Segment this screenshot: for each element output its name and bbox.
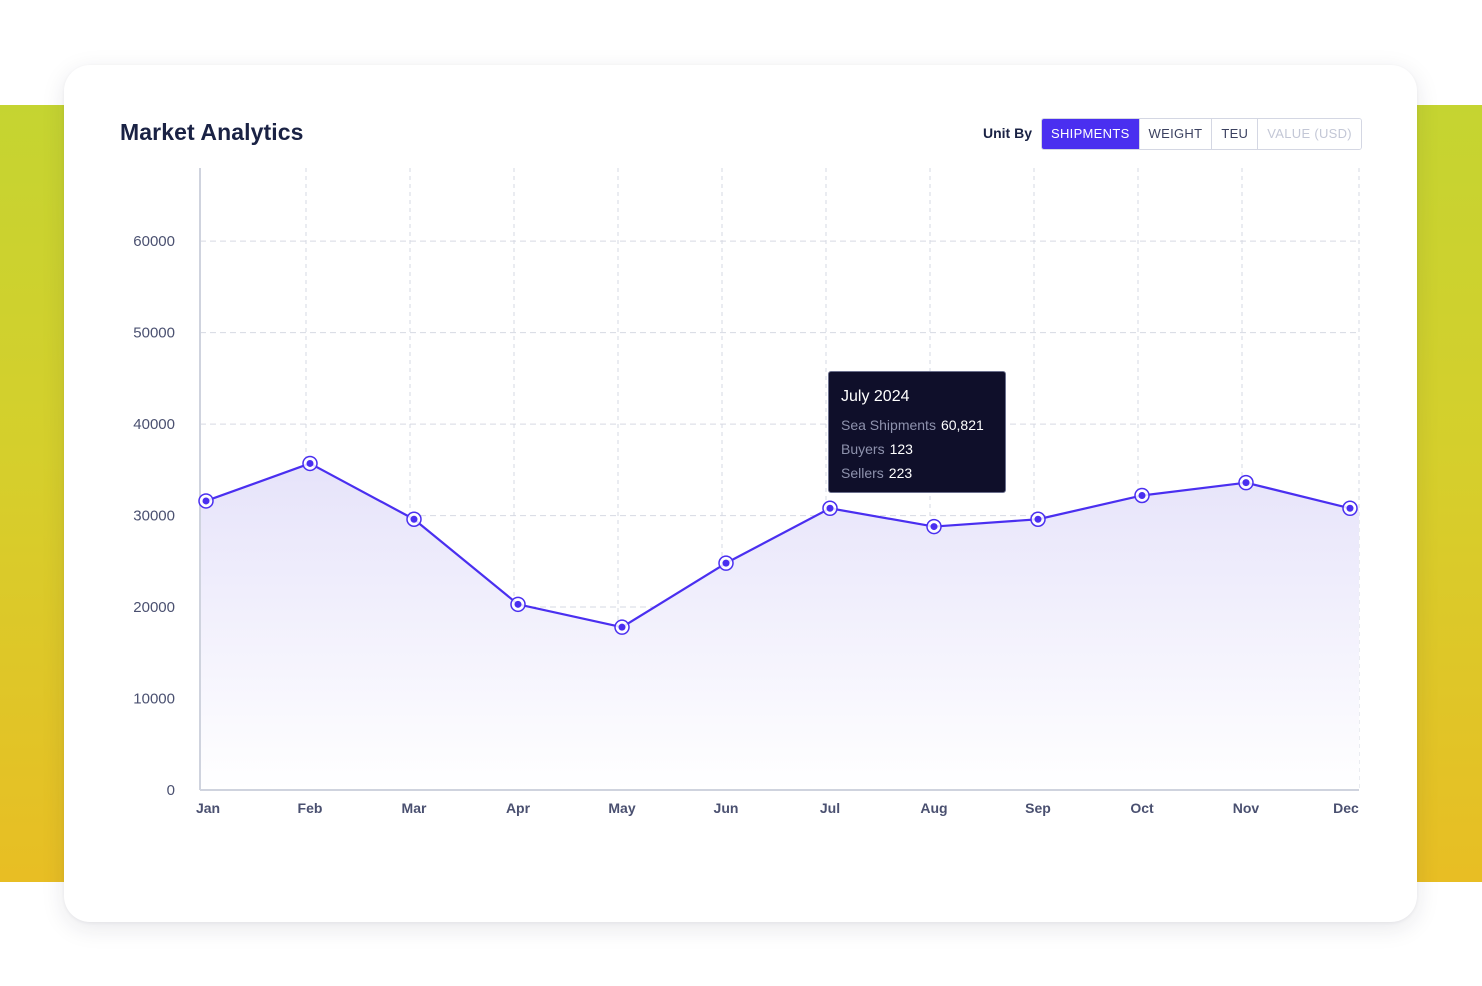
data-point <box>930 523 938 531</box>
y-tick-label: 40000 <box>133 416 175 433</box>
unit-toggle-group: SHIPMENTS WEIGHT TEU VALUE (USD) <box>1041 118 1362 150</box>
y-tick-label: 0 <box>167 782 175 799</box>
x-tick-label: Aug <box>920 800 947 816</box>
x-tick-label: May <box>608 800 635 816</box>
tooltip-label: Sellers <box>841 465 884 481</box>
x-tick-label: Nov <box>1233 800 1260 816</box>
y-tick-label: 20000 <box>133 599 175 616</box>
page-title: Market Analytics <box>120 119 304 145</box>
data-point <box>1242 479 1250 487</box>
tooltip-row-sea-shipments: Sea Shipments 60,821 <box>841 413 993 437</box>
tooltip-row-buyers: Buyers 123 <box>841 437 993 461</box>
y-tick-label: 30000 <box>133 508 175 525</box>
data-point <box>306 459 314 467</box>
analytics-card: Market Analytics Unit By SHIPMENTS WEIGH… <box>64 65 1417 922</box>
chart-tooltip: July 2024 Sea Shipments 60,821 Buyers 123 … <box>828 371 1006 493</box>
x-tick-label: Dec <box>1333 800 1359 816</box>
x-tick-label: Jul <box>820 800 840 816</box>
data-point <box>722 559 730 567</box>
x-tick-label: Jan <box>196 800 220 816</box>
tooltip-value: 123 <box>889 441 913 457</box>
x-tick-label: Mar <box>402 800 427 816</box>
x-tick-label: Oct <box>1130 800 1154 816</box>
data-point <box>202 497 210 505</box>
unit-weight-button[interactable]: WEIGHT <box>1139 119 1213 149</box>
tooltip-row-sellers: Sellers 223 <box>841 461 993 485</box>
data-point <box>1138 491 1146 499</box>
unit-teu-button[interactable]: TEU <box>1212 119 1259 149</box>
tooltip-label: Sea Shipments <box>841 417 936 433</box>
unit-shipments-button[interactable]: SHIPMENTS <box>1042 119 1140 149</box>
x-tick-label: Feb <box>298 800 323 816</box>
data-point <box>1034 515 1042 523</box>
tooltip-value: 223 <box>888 465 913 481</box>
x-tick-label: Jun <box>714 800 739 816</box>
series-line <box>205 462 1351 629</box>
y-tick-label: 60000 <box>133 233 175 250</box>
unit-by-label: Unit By <box>983 125 1032 141</box>
tooltip-label: Buyers <box>841 441 885 457</box>
line-chart: 0 10000 20000 30000 40000 50000 60000 Jan Feb Ma… <box>133 168 1360 816</box>
unit-value-usd-button: VALUE (USD) <box>1258 119 1361 149</box>
y-tick-label: 10000 <box>133 691 175 708</box>
tooltip-value: 60,821 <box>940 417 984 433</box>
y-tick-label: 50000 <box>133 325 175 342</box>
data-point <box>410 515 418 523</box>
area-fill <box>200 463 1359 790</box>
data-point <box>826 504 834 512</box>
data-point <box>618 623 626 631</box>
tooltip-title: July 2024 <box>841 388 910 405</box>
data-point <box>514 600 522 608</box>
x-tick-label: Apr <box>506 800 531 816</box>
data-point <box>1346 504 1354 512</box>
x-tick-label: Sep <box>1025 800 1051 816</box>
